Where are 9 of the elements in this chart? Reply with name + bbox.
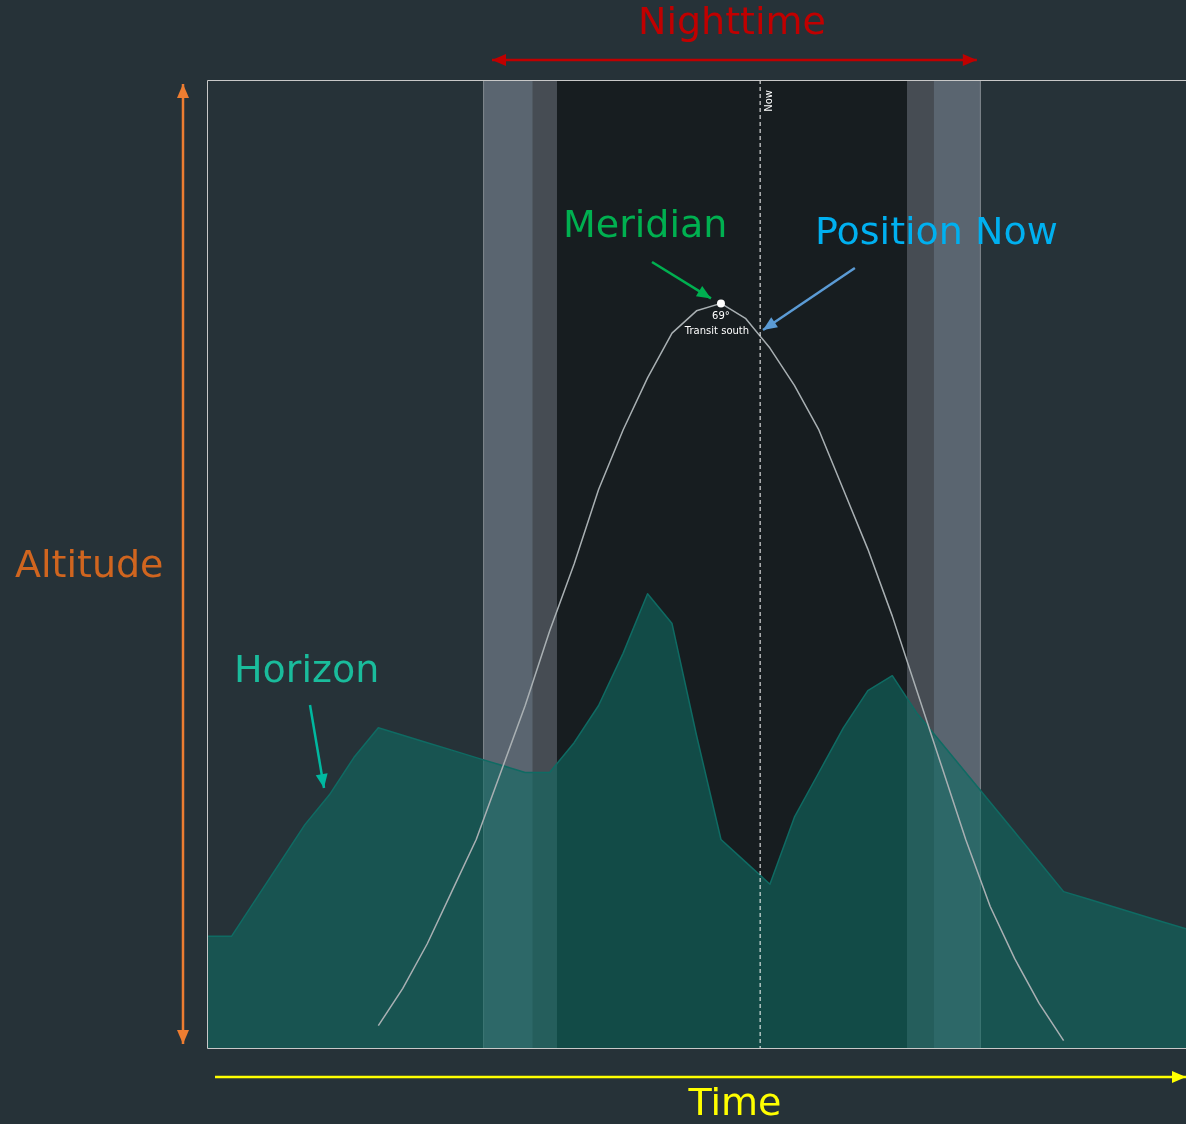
text: Nighttime <box>637 0 826 43</box>
annotation: Transit south <box>683 324 750 336</box>
text: Position Now <box>815 209 1058 253</box>
series-label: Horizon <box>234 647 380 691</box>
text: Meridian <box>563 202 728 246</box>
y-axis-title: Altitude <box>15 542 164 586</box>
text: Now <box>762 90 774 112</box>
annotation: 69° <box>712 309 730 321</box>
x-axis-title: Time <box>688 1080 782 1124</box>
